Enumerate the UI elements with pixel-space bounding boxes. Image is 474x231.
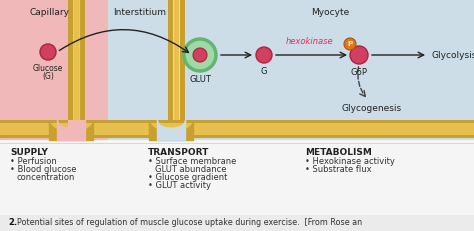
Circle shape: [256, 47, 272, 63]
Text: concentration: concentration: [17, 173, 75, 182]
Circle shape: [350, 46, 368, 64]
Text: hexokinase: hexokinase: [286, 37, 334, 46]
Text: • Substrate flux: • Substrate flux: [305, 165, 372, 174]
Bar: [68, 120, 86, 140]
Text: Capillary: Capillary: [30, 8, 70, 17]
Text: Glycogenesis: Glycogenesis: [342, 104, 402, 113]
Bar: [174, 0, 179, 140]
Bar: [68, 0, 73, 140]
Bar: [0, 140, 474, 231]
Text: Glycolysis: Glycolysis: [432, 51, 474, 60]
Text: GLUT: GLUT: [189, 75, 211, 84]
Text: • Hexokinase activity: • Hexokinase activity: [305, 157, 395, 166]
Text: 2.: 2.: [8, 218, 17, 227]
Bar: [180, 0, 185, 140]
Text: Potential sites of regulation of muscle glucose uptake during exercise.  [From R: Potential sites of regulation of muscle …: [17, 218, 362, 227]
Circle shape: [344, 38, 356, 50]
Text: • Surface membrane: • Surface membrane: [148, 157, 237, 166]
Circle shape: [40, 44, 56, 60]
Text: G6P: G6P: [350, 68, 367, 77]
Text: Myocyte: Myocyte: [311, 8, 349, 17]
Bar: [0, 0, 108, 140]
Bar: [74, 0, 79, 140]
Bar: [0, 0, 474, 140]
Text: • Perfusion: • Perfusion: [10, 157, 57, 166]
Text: • Glucose gradient: • Glucose gradient: [148, 173, 228, 182]
Bar: [0, 120, 474, 138]
Bar: [0, 215, 474, 231]
Bar: [168, 0, 173, 140]
Text: SUPPLY: SUPPLY: [10, 148, 48, 157]
Bar: [0, 123, 474, 135]
Text: Glucose: Glucose: [33, 64, 63, 73]
Text: P: P: [347, 41, 353, 47]
Bar: [80, 0, 85, 140]
Circle shape: [193, 48, 207, 62]
Text: TRANSPORT: TRANSPORT: [148, 148, 210, 157]
Text: • GLUT activity: • GLUT activity: [148, 181, 211, 190]
Text: Interstitium: Interstitium: [113, 8, 166, 17]
Text: METABOLISM: METABOLISM: [305, 148, 372, 157]
Text: • Blood glucose: • Blood glucose: [10, 165, 76, 174]
Text: (G): (G): [42, 72, 54, 81]
Text: GLUT abundance: GLUT abundance: [155, 165, 227, 174]
Text: G: G: [261, 67, 267, 76]
Circle shape: [184, 39, 216, 71]
